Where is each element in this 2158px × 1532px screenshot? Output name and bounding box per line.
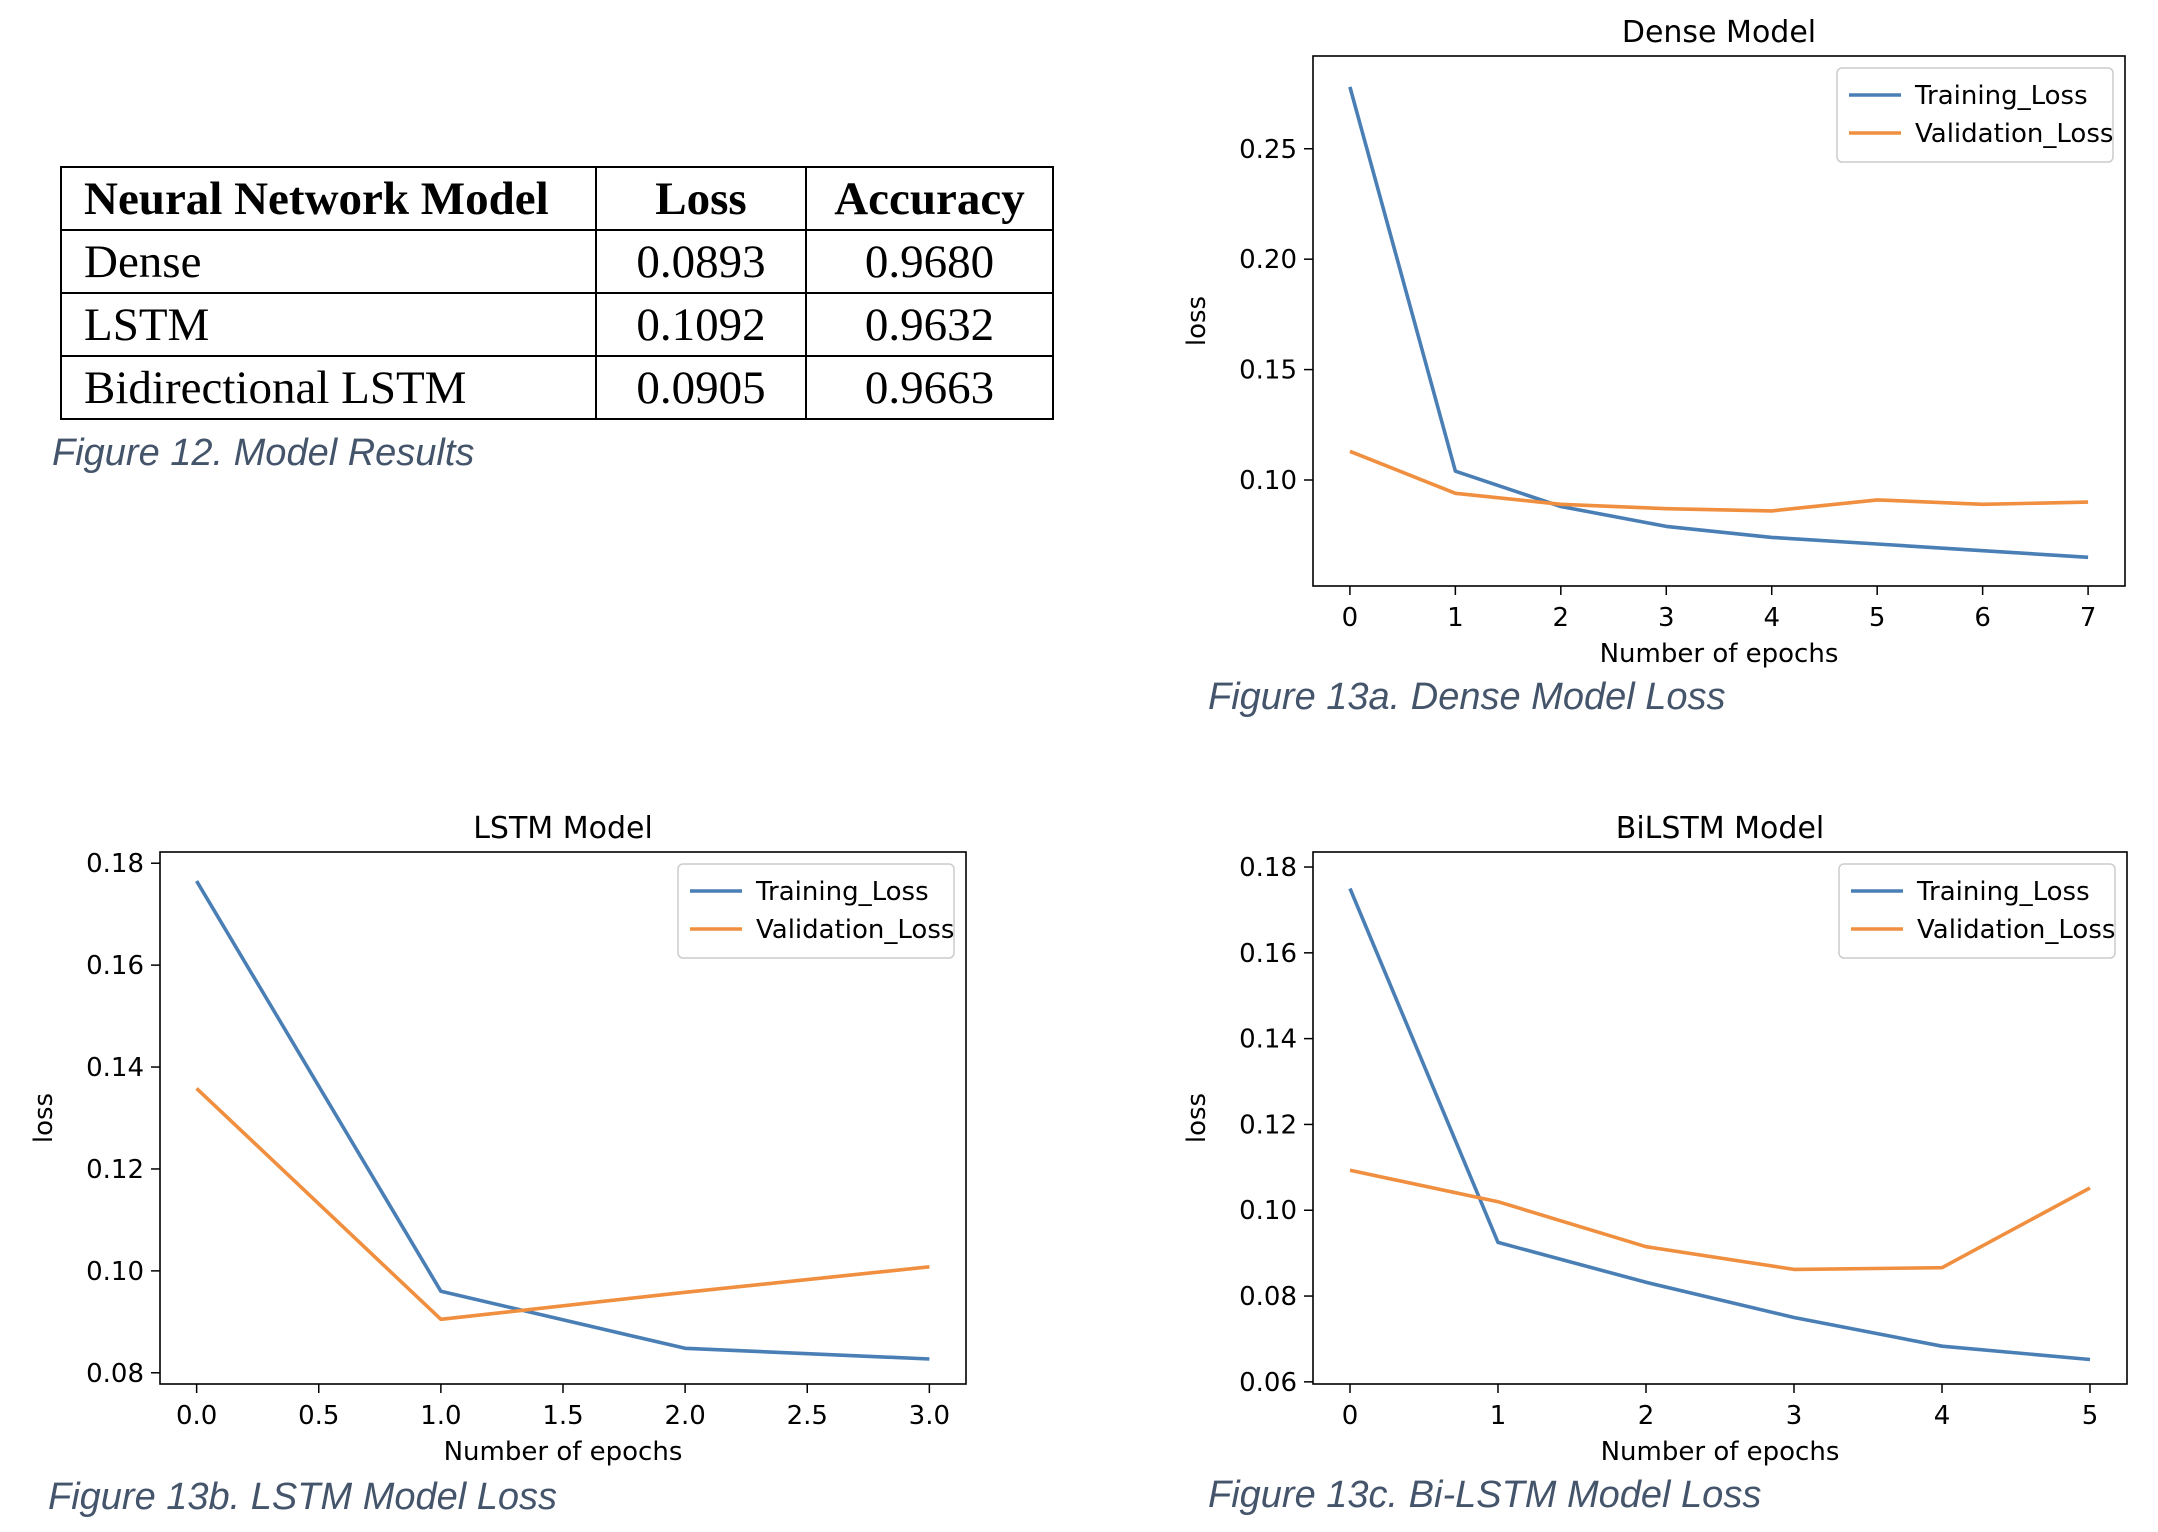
series-line-training: [1348, 86, 2089, 560]
x-tick-label: 2.0: [664, 1401, 705, 1431]
table-header-model: Neural Network Model: [60, 166, 597, 231]
table-cell-loss: 0.1092: [595, 292, 807, 357]
table-cell-model: Dense: [60, 229, 597, 294]
legend-box: [1838, 863, 2116, 959]
lstm-chart: LSTM Model 0.0 0.5 1.0 1.5 2.0 2.5 3.0 0.08 0.10 0…: [29, 811, 967, 1467]
x-tick-label: 2.5: [787, 1401, 828, 1431]
figure-13b-caption: Figure 13b. LSTM Model Loss: [48, 1476, 558, 1518]
y-axis-label: loss: [1182, 1093, 1212, 1143]
y-tick-label: 0.10: [1239, 1196, 1297, 1226]
x-axis-label: Number of epochs: [1600, 639, 1839, 669]
bilstm-chart: BiLSTM Model 0 1 2 3 4 5 0.06 0.08 0.10 0.12 0.14 0.…: [1182, 811, 2128, 1467]
chart-title: BiLSTM Model: [1616, 811, 1825, 846]
x-tick-label: 0: [1342, 1401, 1359, 1431]
x-tick-label: 1: [1490, 1401, 1507, 1431]
y-tick-label: 0.25: [1239, 135, 1297, 165]
legend: Training_Loss Validation_Loss: [1838, 863, 2116, 959]
y-tick-label: 0.12: [1239, 1110, 1297, 1140]
x-tick-label: 2: [1553, 603, 1570, 633]
y-tick-label: 0.18: [1239, 853, 1297, 883]
y-tick-label: 0.08: [86, 1359, 144, 1389]
y-tick-label: 0.18: [86, 849, 144, 879]
table-row: LSTM 0.1092 0.9632: [60, 292, 1054, 357]
table-cell-accuracy: 0.9680: [805, 229, 1054, 294]
y-tick-label: 0.10: [1239, 466, 1297, 496]
y-axis-label: loss: [29, 1093, 59, 1143]
table-header-row: Neural Network Model Loss Accuracy: [60, 166, 1054, 231]
series-line-validation: [195, 1087, 930, 1322]
legend-label: Training_Loss: [755, 877, 929, 907]
x-tick-label: 4: [1763, 603, 1780, 633]
legend: Training_Loss Validation_Loss: [677, 863, 955, 959]
x-tick-label: 1.0: [420, 1401, 461, 1431]
y-tick-label: 0.06: [1239, 1368, 1297, 1398]
legend-label: Training_Loss: [1914, 81, 2088, 111]
figure-13a-caption: Figure 13a. Dense Model Loss: [1208, 676, 1726, 718]
y-tick-label: 0.10: [86, 1257, 144, 1287]
legend-label: Training_Loss: [1916, 877, 2090, 907]
series-line-training: [195, 880, 930, 1361]
y-tick-label: 0.14: [86, 1053, 144, 1083]
table-cell-model: Bidirectional LSTM: [60, 355, 597, 420]
figure-12-caption: Figure 12. Model Results: [52, 432, 475, 474]
x-tick-label: 7: [2080, 603, 2097, 633]
x-tick-label: 4: [1934, 1401, 1951, 1431]
x-tick-label: 0.0: [176, 1401, 217, 1431]
x-tick-label: 0: [1342, 603, 1359, 633]
legend: Training_Loss Validation_Loss: [1836, 67, 2114, 163]
y-tick-label: 0.16: [1239, 939, 1297, 969]
x-tick-label: 0.5: [298, 1401, 339, 1431]
table-cell-model: LSTM: [60, 292, 597, 357]
figure-13c-caption: Figure 13c. Bi-LSTM Model Loss: [1208, 1474, 1762, 1516]
plot-frame: [1312, 55, 2126, 587]
x-axis-label: Number of epochs: [444, 1437, 683, 1467]
x-tick-label: 3.0: [909, 1401, 950, 1431]
y-tick-label: 0.12: [86, 1155, 144, 1185]
table-cell-loss: 0.0893: [595, 229, 807, 294]
table-cell-accuracy: 0.9663: [805, 355, 1054, 420]
table-header-accuracy: Accuracy: [805, 166, 1054, 231]
chart-title: LSTM Model: [473, 811, 653, 846]
table-cell-loss: 0.0905: [595, 355, 807, 420]
x-tick-label: 3: [1658, 603, 1675, 633]
y-tick-label: 0.14: [1239, 1025, 1297, 1055]
x-tick-label: 5: [2082, 1401, 2099, 1431]
legend-box: [1836, 67, 2114, 163]
chart-title: Dense Model: [1622, 15, 1816, 50]
table-cell-accuracy: 0.9632: [805, 292, 1054, 357]
series-line-validation: [1349, 449, 2089, 513]
plot-frame: [1312, 851, 2128, 1385]
model-results-table: Neural Network Model Loss Accuracy Dense…: [60, 166, 1054, 420]
legend-label: Validation_Loss: [756, 915, 954, 945]
y-tick-label: 0.16: [86, 951, 144, 981]
x-tick-label: 5: [1869, 603, 1886, 633]
x-tick-label: 1.5: [542, 1401, 583, 1431]
x-tick-label: 3: [1786, 1401, 1803, 1431]
y-tick-label: 0.20: [1239, 245, 1297, 275]
y-tick-label: 0.08: [1239, 1282, 1297, 1312]
dense-chart: Dense Model 0 1 2 3 4 5 6 7 0.10 0.15 0.20 0.25 Numbe…: [1182, 15, 2126, 669]
x-tick-label: 2: [1638, 1401, 1655, 1431]
table-row: Dense 0.0893 0.9680: [60, 229, 1054, 294]
legend-label: Validation_Loss: [1917, 915, 2115, 945]
legend-box: [677, 863, 955, 959]
x-tick-label: 1: [1447, 603, 1464, 633]
y-tick-label: 0.15: [1239, 356, 1297, 386]
x-tick-label: 6: [1974, 603, 1991, 633]
series-line-validation: [1349, 1168, 2091, 1272]
x-axis-label: Number of epochs: [1601, 1437, 1840, 1467]
series-line-training: [1348, 887, 2091, 1362]
table-row: Bidirectional LSTM 0.0905 0.9663: [60, 355, 1054, 420]
y-axis-label: loss: [1182, 296, 1212, 346]
table-header-loss: Loss: [595, 166, 807, 231]
legend-label: Validation_Loss: [1915, 119, 2113, 149]
